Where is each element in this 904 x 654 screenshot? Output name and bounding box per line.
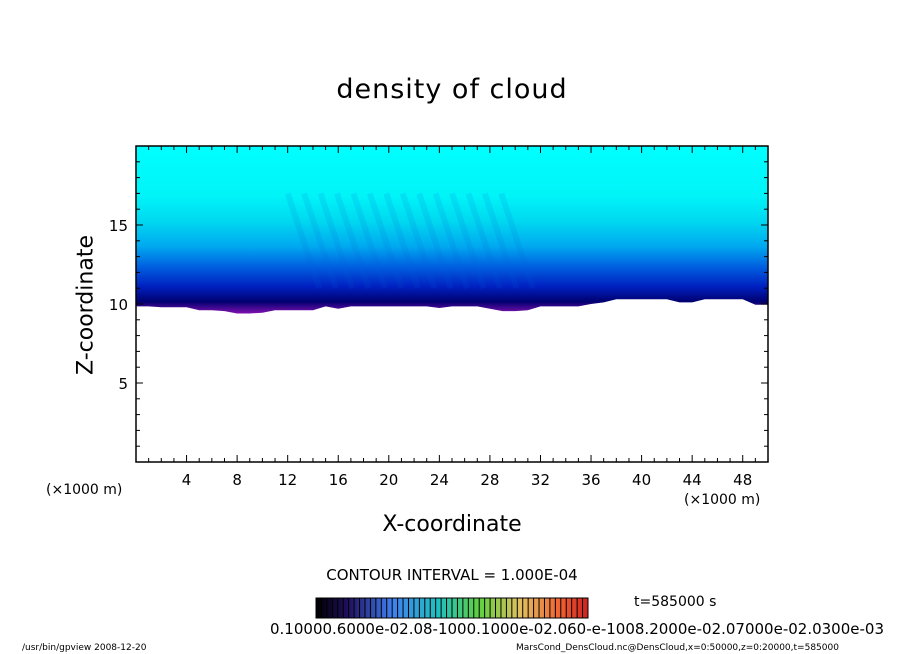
colorbar	[315, 597, 589, 619]
x-axis-label: X-coordinate	[382, 512, 522, 537]
colorbar-tick-labels: 0.10000.6000e-02.08-1000.1000e-02.060-e-…	[270, 620, 884, 638]
x-tick-label: 4	[182, 471, 192, 489]
y-tick-label: 15	[109, 217, 128, 235]
density-streak	[432, 192, 471, 290]
density-streak	[301, 192, 339, 290]
density-streak	[383, 192, 421, 290]
footer-left: /usr/bin/gpview 2008-12-20	[22, 643, 147, 653]
x-tick-label: 36	[581, 471, 600, 489]
y-axis-label: Z-coordinate	[73, 235, 99, 375]
density-streak	[350, 192, 388, 290]
density-streak	[449, 192, 487, 290]
x-tick-label: 32	[531, 471, 550, 489]
x-tick-label: 44	[683, 471, 702, 489]
density-streak	[498, 192, 536, 290]
cloud-density-field	[136, 146, 768, 314]
y-tick-label: 10	[109, 296, 128, 314]
x-axis-unit: (×1000 m)	[684, 492, 761, 508]
x-tick-label: 24	[430, 471, 449, 489]
x-tick-label: 20	[379, 471, 398, 489]
density-streak	[482, 192, 520, 290]
x-tick-label: 28	[480, 471, 499, 489]
x-tick-label: 12	[278, 471, 297, 489]
footer-right: MarsCond_DensCloud.nc@DensCloud,x=0:5000…	[516, 643, 839, 653]
y-tick-label: 5	[118, 375, 128, 393]
density-streak	[366, 192, 405, 290]
chart-title: density of cloud	[336, 74, 568, 105]
density-streak	[416, 192, 454, 290]
x-tick-label: 48	[733, 471, 752, 489]
contour-interval-label: CONTOUR INTERVAL = 1.000E-04	[326, 566, 578, 584]
density-streak	[465, 192, 503, 290]
density-streak	[317, 192, 355, 290]
x-tick-label: 8	[232, 471, 242, 489]
density-streak	[399, 192, 438, 290]
density-streak	[334, 192, 372, 290]
y-axis-unit: (×1000 m)	[46, 482, 123, 498]
x-tick-label: 40	[632, 471, 651, 489]
x-tick-label: 16	[329, 471, 348, 489]
density-streak	[284, 192, 323, 290]
time-label: t=585000 s	[634, 594, 717, 610]
